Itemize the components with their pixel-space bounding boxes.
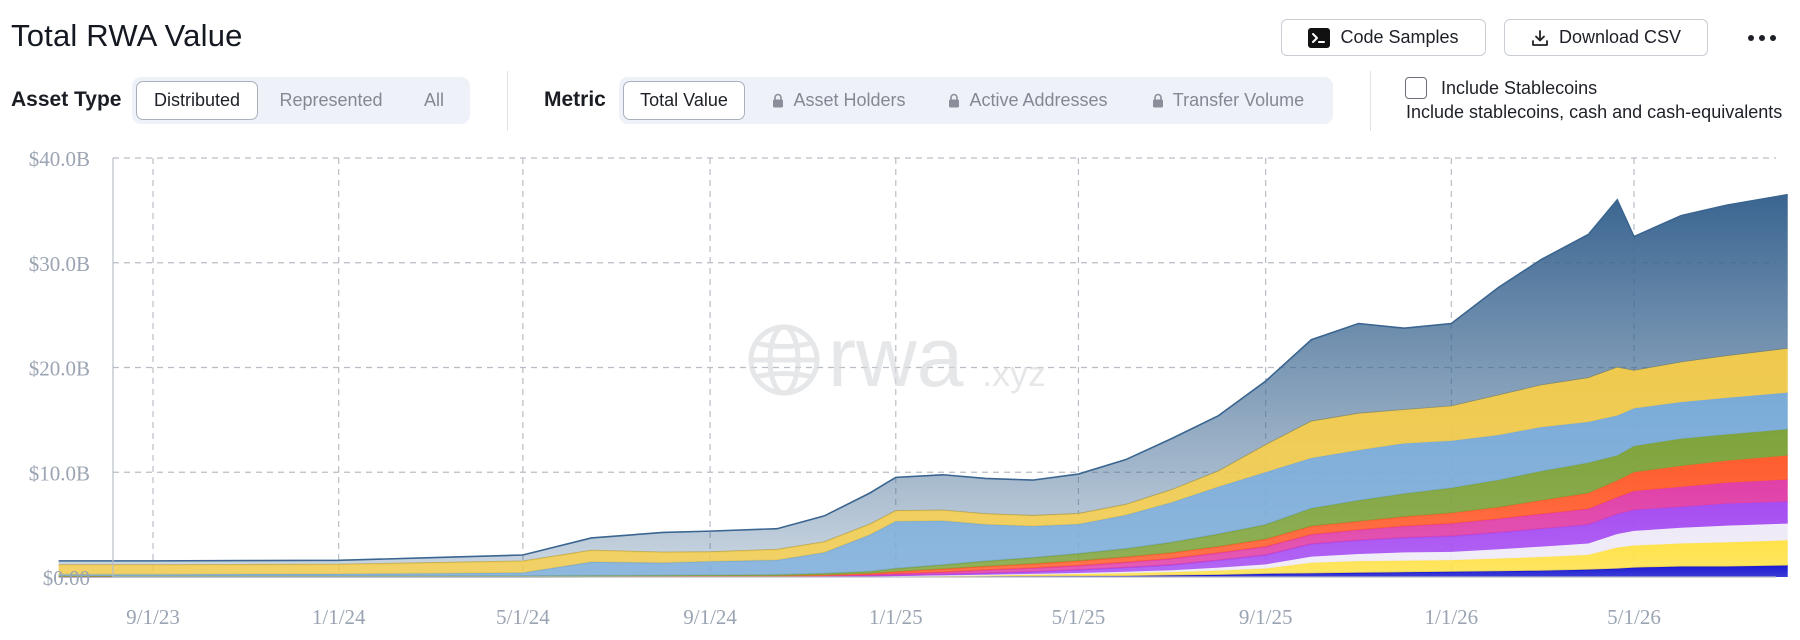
globe-icon [748,324,820,396]
x-tick-label: 1/1/24 [312,605,366,629]
metric-option-total-value[interactable]: Total Value [623,81,745,120]
area-series-5 [58,479,1788,577]
x-tick-label: 5/1/26 [1607,605,1661,629]
download-csv-button[interactable]: Download CSV [1504,19,1708,56]
x-tick-label: 5/1/24 [496,605,550,629]
option-label: Active Addresses [969,90,1108,110]
option-label: Distributed [153,90,241,110]
asset-type-option-distributed[interactable]: Distributed [136,81,258,120]
metric-option-asset-holders[interactable]: Asset Holders [755,81,923,120]
option-label: Asset Holders [793,90,906,110]
area-series-10-edge [58,193,1788,562]
more-options-button[interactable] [1742,24,1782,52]
x-tick-label: 9/1/25 [1239,605,1293,629]
area-series-1 [58,565,1788,577]
more-horizontal-icon [1747,34,1777,42]
metric-option-active-addresses[interactable]: Active Addresses [935,81,1121,120]
asset-type-option-all[interactable]: All [404,81,464,120]
area-series-10 [58,194,1788,566]
asset-type-label: Asset Type [11,88,122,111]
y-tick-label: $0.00 [43,566,90,590]
divider [507,71,508,131]
area-series-4 [58,501,1788,577]
y-tick-label: $20.0B [29,357,90,381]
option-label: Represented [279,90,383,110]
download-csv-label: Download CSV [1558,27,1682,47]
grid [113,157,1776,577]
option-label: Transfer Volume [1172,90,1305,110]
page-title: Total RWA Value [11,18,243,53]
x-tick-label: 1/1/26 [1425,605,1479,629]
include-stablecoins-checkbox[interactable] [1405,77,1427,99]
terminal-icon [1308,27,1331,48]
code-samples-label: Code Samples [1340,27,1459,47]
download-icon [1531,29,1549,47]
metric-option-transfer-volume[interactable]: Transfer Volume [1133,81,1323,120]
lock-icon [772,93,784,108]
area-series-2 [58,540,1788,577]
option-label: All [423,90,444,110]
lock-icon [948,93,960,108]
watermark: rwa .xyz [748,310,1046,404]
y-axis-labels: $0.00 $10.0B $20.0B $30.0B $40.0B [29,147,90,590]
option-label: Total Value [640,90,728,110]
code-samples-button[interactable]: Code Samples [1281,19,1486,56]
lock-icon [1152,93,1164,108]
area-series-8 [58,392,1788,577]
watermark-text: rwa [828,310,964,404]
x-tick-label: 1/1/25 [869,605,923,629]
x-tick-label: 5/1/25 [1052,605,1106,629]
x-tick-label: 9/1/24 [683,605,737,629]
asset-type-option-represented[interactable]: Represented [268,81,394,120]
area-series-7 [58,429,1788,577]
y-tick-label: $10.0B [29,461,90,485]
total-rwa-value-chart: $0.00 $10.0B $20.0B $30.0B $40.0B 9/1/23 1/1/… [29,147,1788,629]
include-stablecoins-description: Include stablecoins, cash and cash-equiv… [1406,102,1783,122]
metric-label: Metric [544,88,606,111]
y-tick-label: $30.0B [29,252,90,276]
asset-type-segmented-control: Distributed Represented All [132,77,470,124]
divider [1370,71,1371,131]
include-stablecoins-label: Include Stablecoins [1441,78,1598,98]
x-tick-label: 9/1/23 [126,605,180,629]
area-series-9 [58,348,1788,575]
x-axis-labels: 9/1/23 1/1/24 5/1/24 9/1/24 1/1/25 5/1/25 9/1/… [126,605,1661,629]
axes [112,158,1776,578]
metric-segmented-control: Total Value Asset Holders Active Address… [619,77,1333,124]
watermark-suffix: .xyz [982,353,1046,394]
y-tick-label: $40.0B [29,147,90,171]
area-series-6 [58,455,1788,577]
